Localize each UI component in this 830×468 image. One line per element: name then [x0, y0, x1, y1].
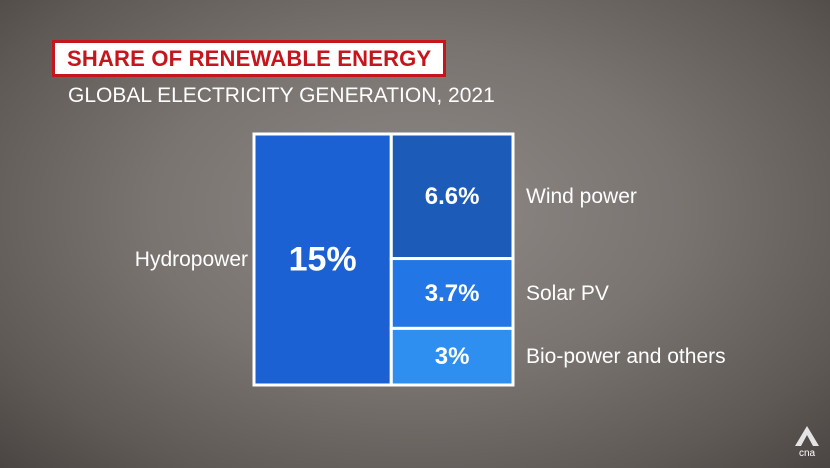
category-label-hydropower: Hydropower [135, 248, 248, 271]
treemap-cell-bio-power-and-others: 3% Bio-power and others [389, 326, 726, 387]
treemap-rect-bio-power-and-others [389, 326, 515, 387]
value-label-hydropower: 15% [289, 241, 357, 279]
cna-logo: cna [795, 426, 819, 458]
treemap-cell-solar-pv: 3.7% Solar PV [389, 257, 609, 330]
treemap-cell-wind-power: 6.6% Wind power [389, 132, 637, 261]
chart-title-box: SHARE OF RENEWABLE ENERGY [52, 40, 447, 77]
value-label-solar-pv: 3.7% [425, 280, 480, 307]
chart-subtitle: GLOBAL ELECTRICITY GENERATION, 2021 [68, 84, 495, 107]
value-label-wind-power: 6.6% [425, 183, 480, 210]
category-label-solar-pv: Solar PV [526, 282, 609, 305]
treemap-cell-hydropower: 15% Hydropower [135, 132, 393, 387]
category-label-bio-power-and-others: Bio-power and others [526, 345, 726, 368]
value-label-bio-power-and-others: 3% [435, 343, 470, 370]
category-label-wind-power: Wind power [526, 185, 637, 208]
chart-title: SHARE OF RENEWABLE ENERGY [67, 45, 432, 71]
logo-text: cna [799, 448, 816, 458]
